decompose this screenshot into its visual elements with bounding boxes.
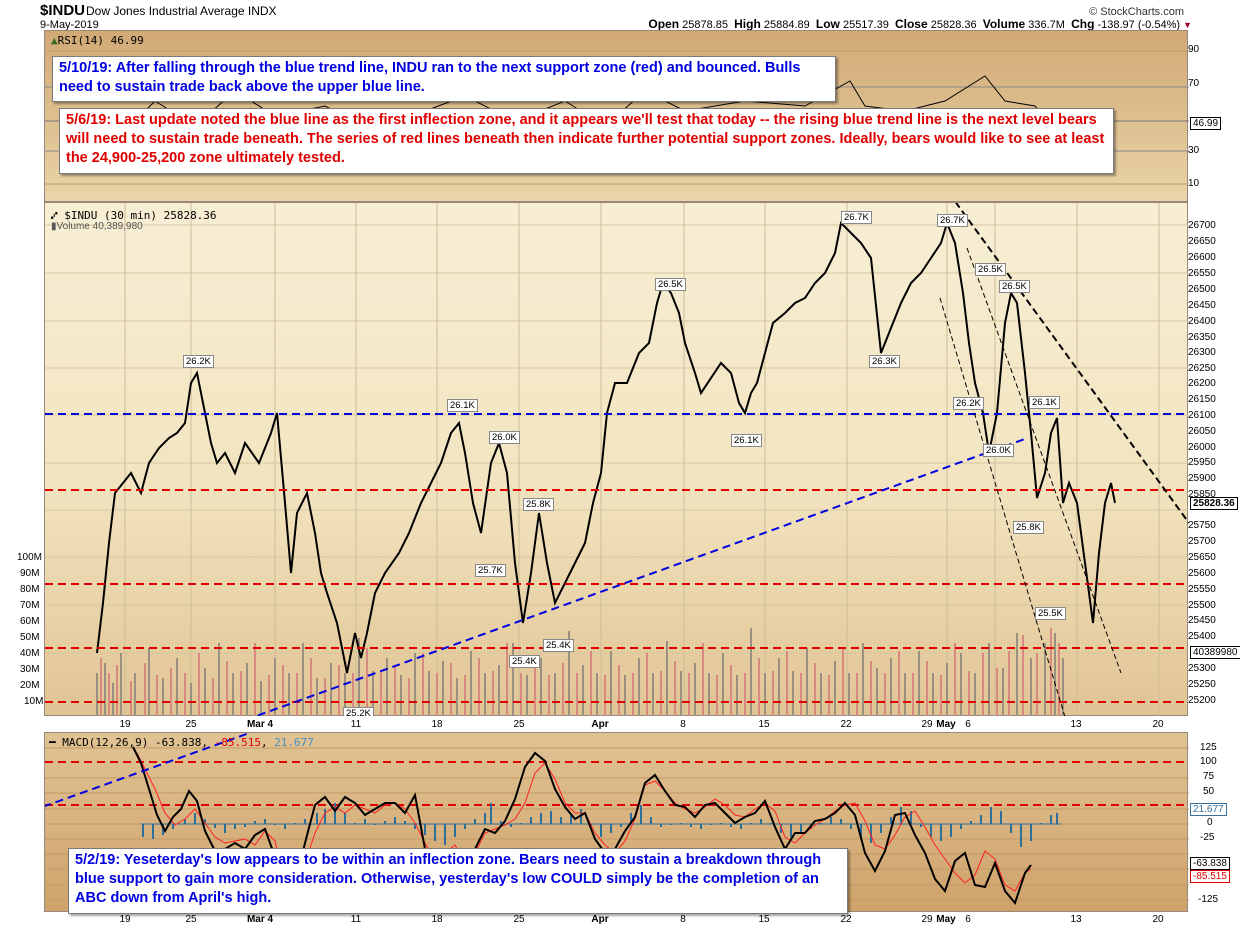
swing-tag: 26.5K <box>975 263 1006 276</box>
rsi-icon: ▲ <box>51 34 58 47</box>
last-close-value: 25828.36 <box>1190 497 1238 510</box>
rsi-tick: 30 <box>1188 145 1200 156</box>
swing-tag: 25.7K <box>475 564 506 577</box>
last-volume-value: 40389980 <box>1190 646 1240 659</box>
swing-tag: 25.4K <box>509 655 540 668</box>
swing-tag: 26.3K <box>869 355 900 368</box>
rsi-legend: ▲RSI(14) 46.99 <box>51 34 144 47</box>
change-value: -138.97 (-0.54%) <box>1097 19 1181 31</box>
close-value: 25828.36 <box>930 19 977 31</box>
macd-legend: ━ MACD(12,26,9) -63.838, -85.515, 21.677 <box>49 736 314 749</box>
volume-value: 336.7M <box>1028 19 1065 31</box>
annotation-note-5-6: 5/6/19: Last update noted the blue line … <box>59 108 1114 174</box>
swing-tag: 25.4K <box>543 639 574 652</box>
swing-tag: 26.5K <box>655 278 686 291</box>
ohlc-bars-icon: ⑇ <box>51 209 58 222</box>
swing-tag: 26.7K <box>841 211 872 224</box>
price-panel: ⑇ $INDU (30 min) 25828.36 ▮Volume 40,389… <box>44 202 1189 720</box>
rsi-tick: 70 <box>1188 78 1200 89</box>
low-value: 25517.39 <box>842 19 889 31</box>
line-icon: ━ <box>49 736 56 749</box>
price-plot <box>45 203 1189 717</box>
annotation-note-5-2: 5/2/19: Yeseterday's low appears to be w… <box>68 848 848 914</box>
high-value: 25884.89 <box>763 19 810 31</box>
down-arrow-icon: ▼ <box>1183 20 1192 30</box>
swing-tag: 26.2K <box>953 397 984 410</box>
swing-tag: 26.2K <box>183 355 214 368</box>
swing-tag: 25.8K <box>1013 521 1044 534</box>
ohlc-summary: Open 25878.85 High 25884.89 Low 25517.39… <box>648 17 1192 31</box>
macd-value: -63.838 <box>1190 857 1230 870</box>
macd-hist-value: 21.677 <box>1190 803 1227 816</box>
rsi-last-value: 46.99 <box>1190 117 1222 130</box>
swing-tag: 26.0K <box>983 444 1014 457</box>
swing-tag: 25.5K <box>1035 607 1066 620</box>
swing-tag: 25.8K <box>523 498 554 511</box>
swing-tag: 26.0K <box>489 431 520 444</box>
swing-tag: 26.1K <box>447 399 478 412</box>
volume-bars-icon: ▮ <box>51 221 57 232</box>
symbol-name: Dow Jones Industrial Average INDX <box>86 4 277 18</box>
symbol: $INDU <box>40 2 86 19</box>
price-legend: ⑇ $INDU (30 min) 25828.36 <box>51 209 217 222</box>
volume-legend: ▮Volume 40,389,980 <box>51 221 143 232</box>
swing-tag: 26.1K <box>1029 396 1060 409</box>
x-axis-bottom: 19 25 Mar 4 11 18 25 Apr 8 15 22 29 May … <box>44 912 1188 928</box>
annotation-note-5-10: 5/10/19: After falling through the blue … <box>52 56 836 102</box>
macd-signal-value: -85.515 <box>1190 870 1230 883</box>
watermark: © StockCharts.com <box>1089 6 1184 18</box>
swing-tag: 26.5K <box>999 280 1030 293</box>
chart-date: 9-May-2019 <box>40 19 99 31</box>
swing-tag: 26.1K <box>731 434 762 447</box>
open-value: 25878.85 <box>682 19 729 31</box>
swing-tag: 26.7K <box>937 214 968 227</box>
rsi-tick: 90 <box>1188 44 1200 55</box>
rsi-tick: 10 <box>1188 178 1200 189</box>
x-axis-top: 19 25 Mar 4 11 18 25 Apr 8 15 22 29 May … <box>44 716 1188 732</box>
